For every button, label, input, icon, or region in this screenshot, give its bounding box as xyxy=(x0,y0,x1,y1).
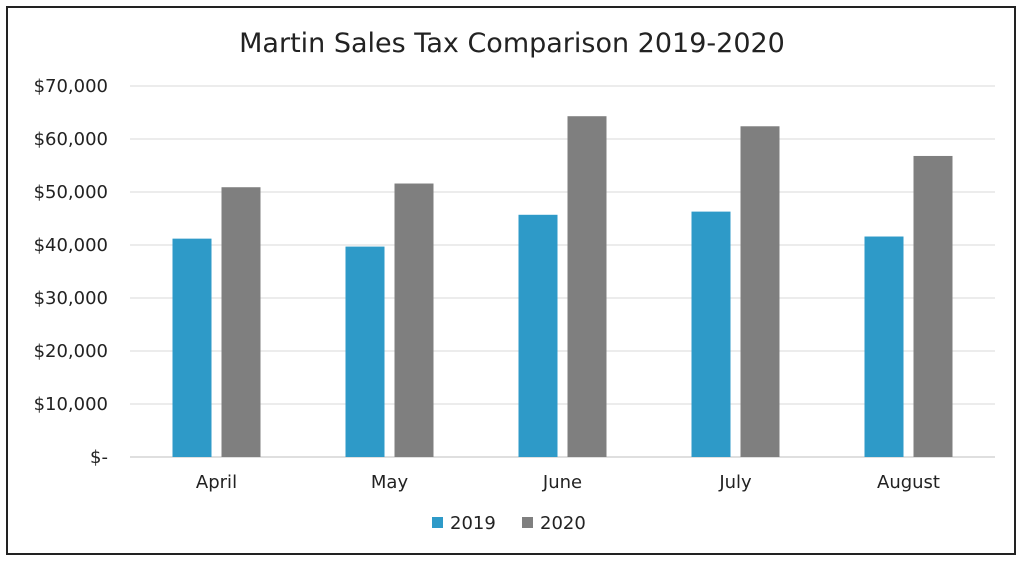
legend-label-2020: 2020 xyxy=(540,513,586,534)
bar-2020-august xyxy=(913,155,953,457)
bars xyxy=(172,116,953,458)
legend-label-2019: 2019 xyxy=(450,513,496,534)
y-tick-label: $60,000 xyxy=(34,129,108,150)
bar-2019-july xyxy=(691,211,731,457)
bar-2020-july xyxy=(740,126,780,457)
bar-2020-april xyxy=(221,187,261,458)
legend: 2019 2020 xyxy=(432,513,586,534)
chart-title: Martin Sales Tax Comparison 2019-2020 xyxy=(239,28,785,59)
y-tick-label: $30,000 xyxy=(34,288,108,309)
x-category-label: July xyxy=(718,472,752,493)
legend-swatch-2019 xyxy=(432,517,443,528)
bar-2019-august xyxy=(864,236,904,457)
x-category-label: May xyxy=(371,472,409,493)
y-tick-label: $10,000 xyxy=(34,394,108,415)
bar-2019-june xyxy=(518,214,558,457)
gridlines xyxy=(130,85,995,458)
x-axis-categories: April May June July August xyxy=(196,472,940,493)
bar-2020-june xyxy=(567,116,607,458)
bar-2020-may xyxy=(394,183,434,457)
y-axis-ticks: $- $10,000 $20,000 $30,000 $40,000 $50,000 $60… xyxy=(34,76,108,468)
x-category-label: August xyxy=(877,472,940,493)
x-category-label: April xyxy=(196,472,237,493)
y-tick-label: $40,000 xyxy=(34,235,108,256)
legend-swatch-2020 xyxy=(522,517,533,528)
y-tick-label: $50,000 xyxy=(34,182,108,203)
y-tick-label: $20,000 xyxy=(34,341,108,362)
y-tick-label: $70,000 xyxy=(34,76,108,97)
bar-2019-may xyxy=(345,246,385,457)
bar-2019-april xyxy=(172,238,212,457)
x-category-label: June xyxy=(542,472,582,493)
y-tick-label: $- xyxy=(90,447,108,468)
